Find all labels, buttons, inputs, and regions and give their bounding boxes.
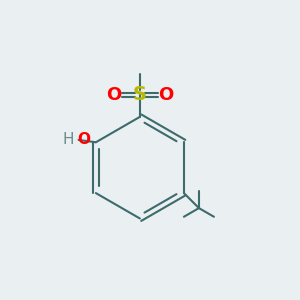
Text: O: O <box>106 86 122 104</box>
Text: O: O <box>158 86 174 104</box>
Text: H: H <box>62 132 74 147</box>
Text: O: O <box>77 132 90 147</box>
Text: S: S <box>133 85 147 104</box>
